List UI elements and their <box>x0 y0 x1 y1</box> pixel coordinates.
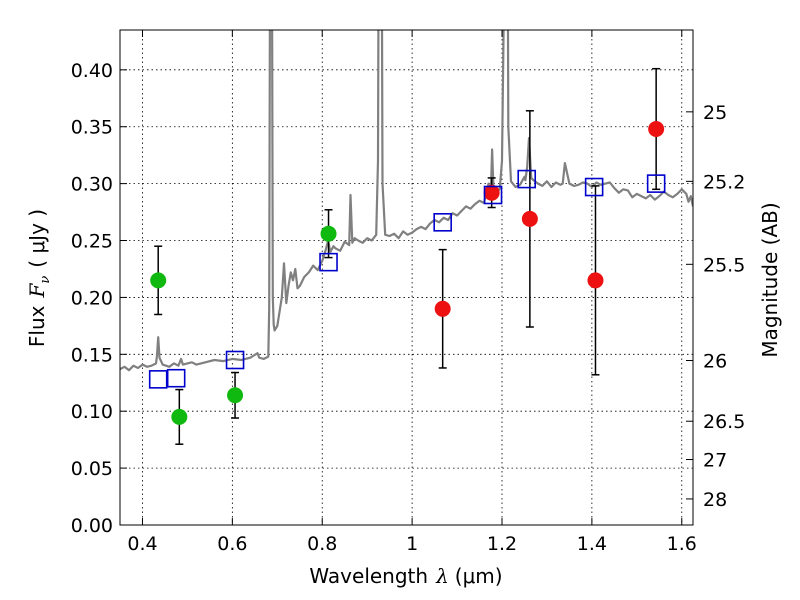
y-tick-label: 0.15 <box>71 344 113 366</box>
y2-tick-label: 25.5 <box>703 254 745 276</box>
green-detections-point <box>171 408 188 425</box>
x-tick-label: 1 <box>406 533 418 555</box>
x-tick-label: 0.8 <box>307 533 337 555</box>
y-tick-label: 0.10 <box>71 401 113 423</box>
model-spectrum-line <box>120 30 693 372</box>
y-axis-label-subscript: ν <box>38 276 53 284</box>
y2-tick-label: 25.2 <box>703 171 745 193</box>
x-tick-label: 0.4 <box>127 533 157 555</box>
tick-layer: 0.4 0.6 0.8 1 1.2 1.4 1.6 0.00 0.05 0.10 0.15 0.20 0… <box>71 30 745 555</box>
y2-tick-label: 28 <box>703 489 727 511</box>
model-photometry-point <box>517 169 537 189</box>
y2-tick-label: 27 <box>703 450 727 472</box>
y2-axis-label: Magnitude (AB) <box>758 202 782 357</box>
x-axis-label: Wavelength λ (μm) <box>309 564 502 588</box>
y-axis-label-unit: ( μJy ) <box>25 209 49 268</box>
x-tick-label: 1.2 <box>487 533 517 555</box>
marker-layer <box>148 67 666 445</box>
y-tick-label: 0.35 <box>71 117 113 139</box>
x-tick-label: 1.6 <box>667 533 697 555</box>
y-tick-label: 0.00 <box>71 515 113 537</box>
y-tick-label: 0.40 <box>71 60 113 82</box>
x-axis-label-symbol: λ <box>435 564 449 588</box>
y-axis-label: Flux Fν ( μJy ) <box>25 209 53 347</box>
model-photometry-point <box>148 370 168 389</box>
red-detections-point <box>648 121 665 137</box>
model-photometry-point <box>225 350 245 370</box>
green-detections-point <box>320 225 337 242</box>
plot-area <box>120 30 693 525</box>
model-photometry-point <box>646 174 666 193</box>
model-photometry-point <box>166 368 186 388</box>
y-tick-label: 0.30 <box>71 174 113 196</box>
y-axis-label-symbol: F <box>25 283 49 299</box>
y-axis-label-prefix: Flux <box>25 305 49 347</box>
green-detections-point <box>150 272 167 289</box>
y2-tick-label: 25 <box>703 102 727 124</box>
x-tick-label: 0.6 <box>217 533 247 555</box>
model-photometry-point <box>433 213 452 232</box>
y2-tick-label: 26 <box>703 351 727 373</box>
plot-frame <box>119 29 694 526</box>
red-detections-point <box>434 300 451 317</box>
model-photometry-point <box>483 185 503 205</box>
model-photometry-point <box>319 252 338 272</box>
y-tick-label: 0.05 <box>71 458 113 480</box>
y-tick-label: 0.25 <box>71 231 113 253</box>
x-axis-label-prefix: Wavelength <box>309 564 428 588</box>
red-detections-point <box>587 272 604 289</box>
y-tick-label: 0.20 <box>71 287 113 309</box>
red-detections-point <box>521 210 538 227</box>
red-detections-point <box>483 184 500 201</box>
spectrum-layer <box>120 30 693 372</box>
x-tick-label: 1.4 <box>577 533 607 555</box>
x-axis-label-unit: (μm) <box>455 564 503 588</box>
y2-tick-label: 26.5 <box>703 411 745 433</box>
green-detections-point <box>227 387 244 404</box>
model-photometry-point <box>584 177 604 197</box>
